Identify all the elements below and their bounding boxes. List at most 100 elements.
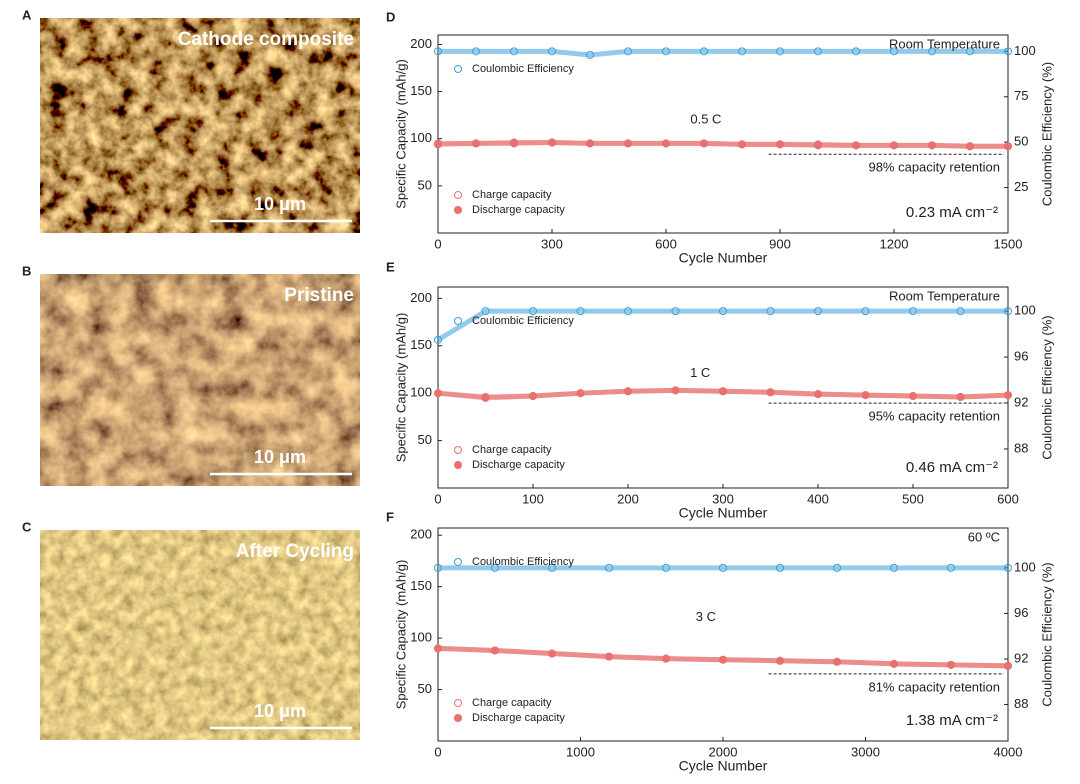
y2-axis-label: Coulombic Efficiency (%) bbox=[1039, 62, 1054, 206]
legend-marker bbox=[454, 714, 462, 722]
data-point bbox=[928, 47, 936, 56]
image-title: Pristine bbox=[284, 285, 354, 306]
y2-axis-label: Coulombic Efficiency (%) bbox=[1039, 562, 1054, 706]
data-point bbox=[510, 139, 518, 148]
x-tick-label: 300 bbox=[712, 491, 734, 506]
x-tick-label: 1200 bbox=[880, 236, 909, 251]
x-axis-label: Cycle Number bbox=[679, 250, 768, 266]
data-point bbox=[719, 655, 727, 664]
data-point bbox=[624, 387, 632, 396]
data-point bbox=[719, 307, 727, 316]
panel-letter: D bbox=[386, 9, 395, 24]
data-point bbox=[624, 47, 632, 56]
y2-tick-label: 96 bbox=[1014, 349, 1028, 364]
condition-label: Room Temperature bbox=[889, 288, 1000, 303]
data-point bbox=[719, 563, 727, 572]
data-point bbox=[1004, 661, 1012, 670]
data-point bbox=[833, 563, 841, 572]
charts: D0 300 600 900 1200 150050100150200255075100C… bbox=[386, 9, 1054, 773]
data-point bbox=[472, 47, 480, 56]
x-tick-label: 600 bbox=[655, 236, 677, 251]
legend-marker bbox=[454, 191, 462, 199]
data-point bbox=[947, 563, 955, 572]
data-point bbox=[576, 389, 585, 398]
y-tick-label: 100 bbox=[410, 630, 432, 645]
data-point bbox=[434, 47, 442, 56]
data-point bbox=[529, 392, 537, 401]
data-point bbox=[671, 386, 680, 395]
current-density-label: 1.38 mA cm⁻² bbox=[906, 712, 998, 729]
data-point bbox=[624, 307, 632, 316]
sem-image bbox=[40, 530, 360, 740]
legend-marker bbox=[454, 461, 462, 469]
legend-label: Charge capacity bbox=[472, 189, 552, 201]
data-point bbox=[586, 50, 594, 59]
data-point bbox=[776, 656, 784, 665]
x-tick-label: 1000 bbox=[566, 744, 595, 759]
data-point bbox=[890, 563, 898, 572]
data-point bbox=[481, 307, 490, 316]
data-point bbox=[966, 47, 974, 56]
data-point bbox=[434, 389, 442, 398]
legend-marker bbox=[454, 446, 462, 454]
data-point bbox=[956, 392, 965, 401]
data-point bbox=[776, 563, 784, 572]
legend-label: Discharge capacity bbox=[472, 712, 565, 724]
sem-images: A Cathode composite 10 μm B Pristine 10 μm C Af… bbox=[22, 7, 360, 740]
data-point bbox=[434, 335, 442, 344]
retention-label: 95% capacity retention bbox=[868, 409, 1000, 424]
data-point bbox=[434, 140, 442, 149]
data-point bbox=[1004, 47, 1012, 56]
x-tick-label: 900 bbox=[769, 236, 791, 251]
y-tick-label: 150 bbox=[410, 578, 432, 593]
y-tick-label: 50 bbox=[418, 432, 432, 447]
x-tick-label: 100 bbox=[522, 491, 544, 506]
image-title: Cathode composite bbox=[178, 29, 354, 50]
scale-bar-label: 10 μm bbox=[254, 447, 306, 467]
legend-label: Coulombic Efficiency bbox=[472, 315, 574, 327]
retention-label: 98% capacity retention bbox=[868, 160, 1000, 175]
condition-label: Room Temperature bbox=[889, 36, 1000, 51]
data-point bbox=[548, 138, 556, 147]
x-tick-label: 2000 bbox=[709, 744, 738, 759]
data-point bbox=[662, 654, 670, 663]
data-point bbox=[956, 307, 965, 316]
data-point bbox=[947, 660, 955, 669]
current-density-label: 0.46 mA cm⁻² bbox=[906, 459, 998, 476]
y-tick-label: 200 bbox=[410, 36, 432, 51]
data-point bbox=[1004, 391, 1012, 400]
data-point bbox=[833, 657, 841, 666]
y-axis-label: Specific Capacity (mAh/g) bbox=[393, 59, 408, 209]
data-point bbox=[624, 139, 632, 148]
data-point bbox=[861, 307, 870, 316]
y2-tick-label: 88 bbox=[1014, 696, 1028, 711]
y-tick-label: 100 bbox=[410, 130, 432, 145]
legend-marker bbox=[454, 317, 462, 325]
data-point bbox=[1004, 307, 1012, 316]
x-tick-label: 600 bbox=[997, 491, 1019, 506]
data-point bbox=[1004, 563, 1012, 572]
legend-marker bbox=[454, 65, 462, 73]
data-point bbox=[861, 391, 870, 400]
x-tick-label: 4000 bbox=[994, 744, 1023, 759]
x-tick-label: 0 bbox=[434, 491, 441, 506]
y2-axis-label: Coulombic Efficiency (%) bbox=[1039, 315, 1054, 459]
data-point bbox=[510, 47, 518, 56]
data-point bbox=[852, 141, 860, 150]
rate-label: 3 C bbox=[696, 609, 716, 624]
series-line bbox=[436, 308, 1008, 342]
data-point bbox=[491, 563, 499, 572]
data-point bbox=[434, 563, 442, 572]
legend-label: Charge capacity bbox=[472, 444, 552, 456]
data-point bbox=[814, 141, 822, 150]
legend-label: Discharge capacity bbox=[472, 459, 565, 471]
data-point bbox=[671, 307, 680, 316]
data-point bbox=[548, 563, 556, 572]
y2-tick-label: 100 bbox=[1014, 303, 1036, 318]
panel-letter: B bbox=[22, 263, 31, 278]
rate-label: 1 C bbox=[690, 365, 710, 380]
retention-label: 81% capacity retention bbox=[868, 679, 1000, 694]
data-point bbox=[890, 47, 898, 56]
data-point bbox=[700, 139, 708, 148]
